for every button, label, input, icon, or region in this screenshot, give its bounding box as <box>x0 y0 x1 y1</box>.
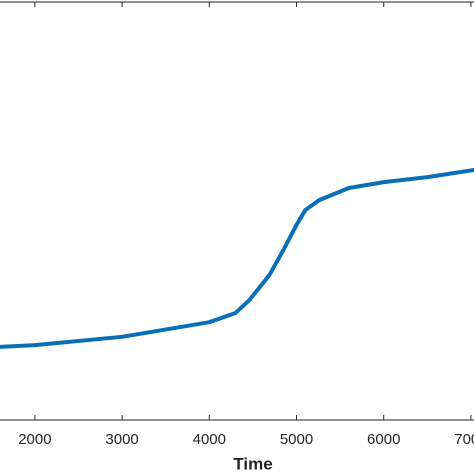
data-line <box>0 168 474 349</box>
x-tick-label: 5000 <box>280 431 313 448</box>
x-tick-label: 7000 <box>454 431 474 448</box>
x-tick-label: 3000 <box>105 431 138 448</box>
x-axis-label: Time <box>233 454 272 473</box>
x-tick-label: 2000 <box>18 431 51 448</box>
x-tick-label: 4000 <box>193 431 226 448</box>
x-tick-label: 6000 <box>367 431 400 448</box>
